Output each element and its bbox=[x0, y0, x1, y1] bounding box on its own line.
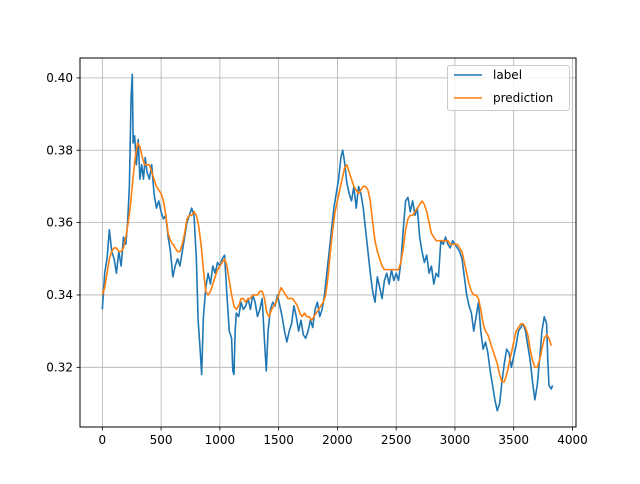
series-line-label bbox=[101, 73, 554, 412]
legend-label-prediction: prediction bbox=[493, 91, 553, 105]
y-tick-label: 0.40 bbox=[46, 71, 73, 85]
grid bbox=[80, 58, 576, 427]
x-tick-label: 3000 bbox=[440, 433, 471, 447]
x-tick-label: 0 bbox=[99, 433, 107, 447]
legend-box bbox=[447, 65, 570, 111]
y-tick-label: 0.36 bbox=[46, 216, 73, 230]
axes: 0 500 1000 1500 2000 2500 3000 3500 4000 0.32 0.34… bbox=[46, 71, 587, 447]
x-tick-label: 4000 bbox=[557, 433, 588, 447]
series-lines bbox=[101, 73, 554, 412]
y-tick-label: 0.32 bbox=[46, 360, 73, 374]
series-line-prediction bbox=[101, 142, 553, 383]
plot-frame bbox=[79, 57, 577, 428]
x-tick-label: 1500 bbox=[263, 433, 294, 447]
x-tick-label: 2500 bbox=[381, 433, 412, 447]
legend: label prediction bbox=[447, 65, 570, 111]
y-tick-label: 0.34 bbox=[46, 288, 73, 302]
y-tick-label: 0.38 bbox=[46, 143, 73, 157]
x-tick-label: 3500 bbox=[498, 433, 529, 447]
legend-label-label: label bbox=[493, 68, 522, 82]
x-tick-label: 500 bbox=[150, 433, 173, 447]
x-tick-label: 2000 bbox=[322, 433, 353, 447]
x-tick-label: 1000 bbox=[205, 433, 236, 447]
